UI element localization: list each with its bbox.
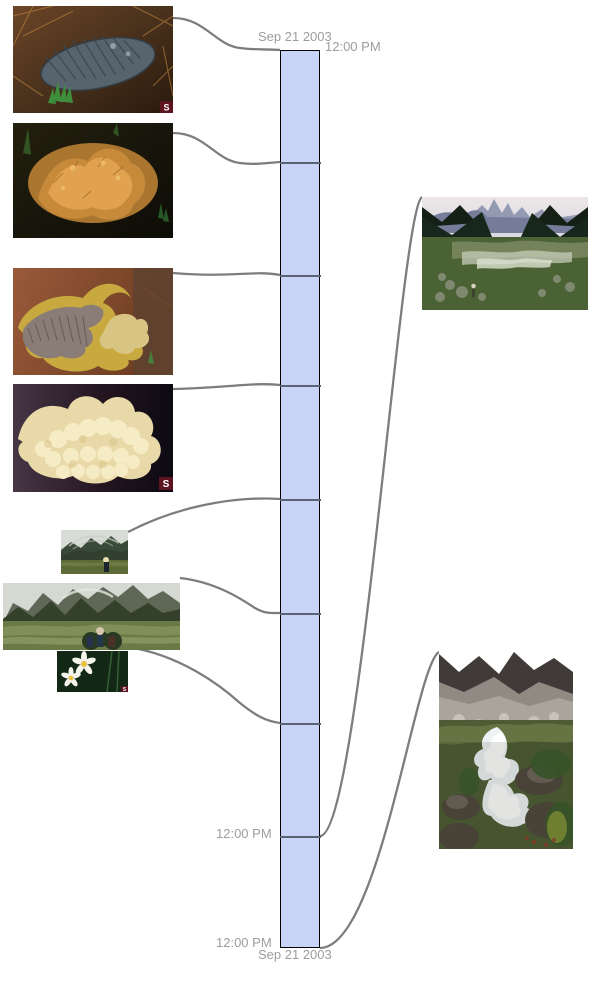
svg-text:S: S <box>163 479 170 490</box>
svg-text:S: S <box>163 103 169 113</box>
